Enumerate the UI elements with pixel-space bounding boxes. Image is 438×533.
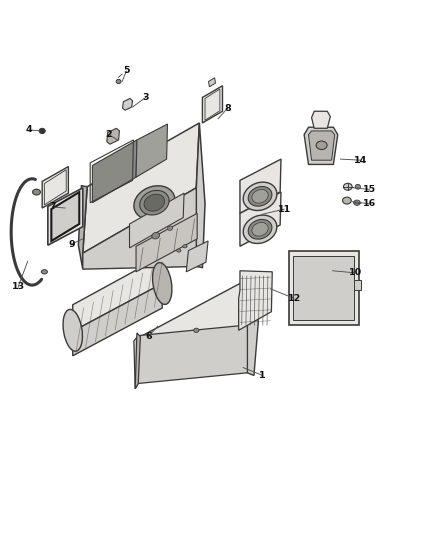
Ellipse shape bbox=[39, 128, 45, 134]
Ellipse shape bbox=[63, 309, 82, 351]
Ellipse shape bbox=[248, 187, 272, 206]
Ellipse shape bbox=[248, 220, 272, 239]
Ellipse shape bbox=[152, 232, 159, 239]
Ellipse shape bbox=[41, 270, 47, 274]
Polygon shape bbox=[308, 131, 335, 160]
Text: 5: 5 bbox=[123, 67, 130, 75]
Polygon shape bbox=[83, 188, 196, 269]
Polygon shape bbox=[304, 127, 338, 165]
Polygon shape bbox=[136, 124, 167, 177]
Polygon shape bbox=[92, 140, 137, 203]
Polygon shape bbox=[247, 277, 258, 375]
Polygon shape bbox=[311, 111, 330, 128]
Polygon shape bbox=[293, 256, 354, 320]
Text: 11: 11 bbox=[278, 205, 291, 214]
Polygon shape bbox=[196, 123, 205, 268]
Polygon shape bbox=[354, 280, 361, 290]
Polygon shape bbox=[107, 128, 120, 144]
Text: 3: 3 bbox=[142, 93, 149, 102]
Ellipse shape bbox=[243, 215, 277, 244]
Ellipse shape bbox=[183, 245, 187, 248]
Text: 8: 8 bbox=[224, 103, 231, 112]
Ellipse shape bbox=[252, 222, 268, 236]
Polygon shape bbox=[135, 333, 141, 389]
Text: 15: 15 bbox=[363, 185, 376, 194]
Polygon shape bbox=[202, 86, 223, 123]
Ellipse shape bbox=[140, 190, 169, 215]
Polygon shape bbox=[83, 123, 199, 253]
Polygon shape bbox=[48, 188, 83, 245]
Ellipse shape bbox=[355, 184, 360, 189]
Polygon shape bbox=[78, 185, 87, 269]
Text: 4: 4 bbox=[26, 125, 32, 134]
Polygon shape bbox=[123, 99, 133, 110]
Text: 16: 16 bbox=[363, 199, 376, 208]
Ellipse shape bbox=[343, 183, 352, 190]
Ellipse shape bbox=[152, 263, 172, 304]
Polygon shape bbox=[240, 192, 281, 246]
Ellipse shape bbox=[116, 79, 121, 84]
Ellipse shape bbox=[144, 194, 165, 211]
Ellipse shape bbox=[354, 200, 360, 205]
Text: 6: 6 bbox=[145, 332, 152, 341]
Text: 9: 9 bbox=[68, 240, 75, 249]
Polygon shape bbox=[73, 256, 162, 332]
Ellipse shape bbox=[32, 189, 40, 195]
Ellipse shape bbox=[194, 328, 199, 333]
Ellipse shape bbox=[134, 186, 175, 220]
Text: 13: 13 bbox=[11, 282, 25, 291]
Text: 7: 7 bbox=[49, 203, 56, 212]
Polygon shape bbox=[130, 193, 184, 248]
Polygon shape bbox=[289, 251, 359, 325]
Text: 1: 1 bbox=[259, 371, 266, 380]
Text: 10: 10 bbox=[349, 269, 362, 277]
Polygon shape bbox=[42, 166, 68, 208]
Ellipse shape bbox=[177, 249, 181, 252]
Ellipse shape bbox=[252, 190, 268, 203]
Polygon shape bbox=[208, 78, 215, 87]
Polygon shape bbox=[134, 325, 247, 389]
Polygon shape bbox=[51, 192, 79, 241]
Text: 2: 2 bbox=[106, 130, 112, 139]
Polygon shape bbox=[138, 277, 252, 383]
Polygon shape bbox=[186, 241, 208, 272]
Ellipse shape bbox=[316, 141, 327, 150]
Polygon shape bbox=[136, 213, 197, 272]
Polygon shape bbox=[239, 271, 272, 330]
Text: 12: 12 bbox=[287, 294, 301, 303]
Polygon shape bbox=[240, 159, 281, 213]
Text: 14: 14 bbox=[354, 156, 367, 165]
Polygon shape bbox=[73, 284, 162, 356]
Ellipse shape bbox=[243, 182, 277, 211]
Ellipse shape bbox=[343, 197, 351, 204]
Ellipse shape bbox=[167, 226, 173, 230]
